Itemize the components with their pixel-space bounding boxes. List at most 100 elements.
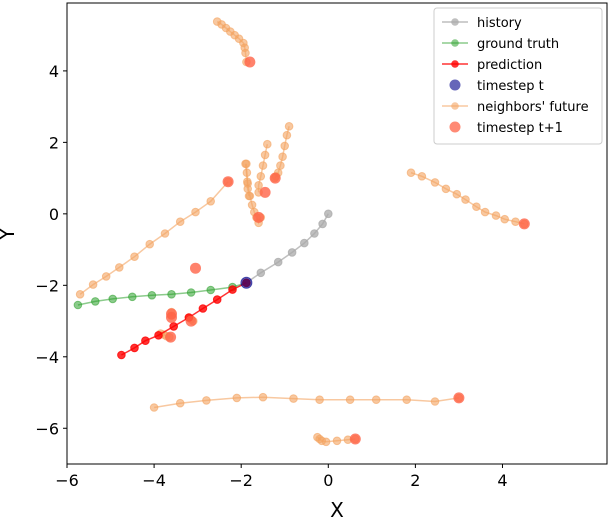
neighbor-future-point <box>315 395 324 405</box>
neighbor-future-point <box>280 141 290 151</box>
history-point <box>273 257 283 267</box>
neighbor-future-line <box>153 396 460 409</box>
legend-marker-timestep-t-1 <box>449 121 461 133</box>
timestep-t1-point <box>185 315 197 327</box>
timestep-t1-point <box>165 331 177 343</box>
legend-label-prediction: prediction <box>477 58 542 73</box>
neighbor-future-point <box>247 200 257 210</box>
x-tick-label: 0 <box>323 471 333 490</box>
neighbor-future-point <box>101 272 111 281</box>
legend-label-timestep-t: timestep t <box>477 79 544 94</box>
x-tick-label: 2 <box>410 471 420 490</box>
prediction-point <box>212 295 222 304</box>
y-tick-label: 4 <box>49 62 59 81</box>
neighbor-future-point <box>258 161 268 170</box>
x-tick-label: −2 <box>229 471 253 490</box>
neighbor-future-point <box>430 178 440 187</box>
neighbor-future-point <box>175 398 185 408</box>
neighbor-future-point <box>511 217 520 226</box>
legend-box <box>433 7 603 145</box>
prediction-point <box>154 331 163 340</box>
ground-truth-point <box>91 297 100 306</box>
neighbor-future-point <box>289 394 298 403</box>
timestep-t-point <box>240 276 253 289</box>
neighbor-future-point <box>491 211 501 220</box>
ticks-layer: −6 −4 −2 0 2 4 −6 −4 −2 0 2 4 <box>35 62 507 490</box>
series-layer <box>73 209 333 360</box>
y-tick-label: 2 <box>49 133 59 152</box>
ground-truth-point <box>128 292 137 302</box>
ground-truth-point <box>186 288 196 297</box>
neighbor-future-point <box>278 152 287 161</box>
neighbor-future-point <box>202 396 211 405</box>
prediction-point <box>169 322 178 331</box>
history-point <box>310 229 319 238</box>
ground-truth-point <box>73 300 83 310</box>
prediction-point <box>141 336 150 346</box>
neighbor-future-point <box>345 395 355 405</box>
neighbor-future-point <box>254 181 263 190</box>
neighbor-future-point <box>500 214 510 224</box>
neighbor-future-point <box>244 191 254 201</box>
history-point <box>300 238 309 248</box>
x-axis-title: X <box>330 498 344 522</box>
neighbor-future-point <box>452 189 462 199</box>
ground-truth-point <box>147 291 157 300</box>
ground-truth-point <box>206 285 215 295</box>
neighbor-future-point <box>243 184 252 194</box>
y-axis-title: Y <box>0 227 19 241</box>
y-tick-label: −4 <box>35 348 59 367</box>
timestep-t1-layer <box>165 56 530 445</box>
neighbor-future-point <box>206 197 215 206</box>
prediction-line <box>121 282 247 356</box>
legend-label-ground-truth: ground truth <box>477 37 559 52</box>
neighbor-future-point <box>263 139 272 149</box>
ground-truth-point <box>167 290 176 299</box>
legend-label-neighbors-future: neighbors' future <box>477 100 589 115</box>
neighbor-future-point <box>371 395 381 405</box>
legend: history ground truth prediction timestep t n… <box>433 7 603 145</box>
neighbor-future-point <box>130 252 139 262</box>
history-point <box>287 248 297 257</box>
neighbor-future-point <box>260 150 270 160</box>
neighbor-future-point <box>284 122 294 131</box>
prediction-point <box>130 343 139 353</box>
neighbor-future-point <box>332 436 342 446</box>
neighbor-future-point <box>461 195 470 204</box>
x-tick-label: −6 <box>55 471 79 490</box>
timestep-t1-point <box>190 262 201 274</box>
history-point <box>318 219 327 229</box>
neighbor-future-point <box>160 229 170 238</box>
ground-truth-point <box>108 294 117 304</box>
neighbor-future-point <box>472 202 481 211</box>
x-tick-label: −4 <box>142 471 166 490</box>
prediction-point <box>117 350 126 360</box>
timestep-t1-point <box>518 218 530 230</box>
neighbor-future-point <box>406 168 416 177</box>
neighbor-future-point <box>282 130 292 140</box>
neighbor-future-point <box>430 397 440 406</box>
prediction-point <box>198 304 208 313</box>
history-point <box>324 209 333 219</box>
plot-frame <box>66 2 608 465</box>
y-tick-label: −2 <box>35 276 59 295</box>
neighbor-future-point <box>276 161 285 170</box>
neighbor-future-point <box>145 239 154 249</box>
timestep-t1-point <box>453 392 465 404</box>
neighbor-future-point <box>242 159 251 169</box>
timestep-t1-point <box>349 433 361 445</box>
timestep-t1-point <box>259 186 271 198</box>
neighbor-future-point <box>242 168 252 177</box>
y-tick-label: 0 <box>49 205 59 224</box>
timestep-t1-point <box>244 56 256 68</box>
neighbor-future-point <box>149 403 159 412</box>
neighbor-future-point <box>258 392 268 402</box>
timestep-t1-point <box>253 211 265 223</box>
timestep-t1-point <box>269 172 281 184</box>
timestep-t1-point <box>222 176 234 188</box>
legend-marker-neighbors-future <box>451 102 459 110</box>
neighbor-future-point <box>402 395 412 405</box>
neighbor-future-point <box>232 393 242 403</box>
ground-truth-line <box>77 282 247 306</box>
